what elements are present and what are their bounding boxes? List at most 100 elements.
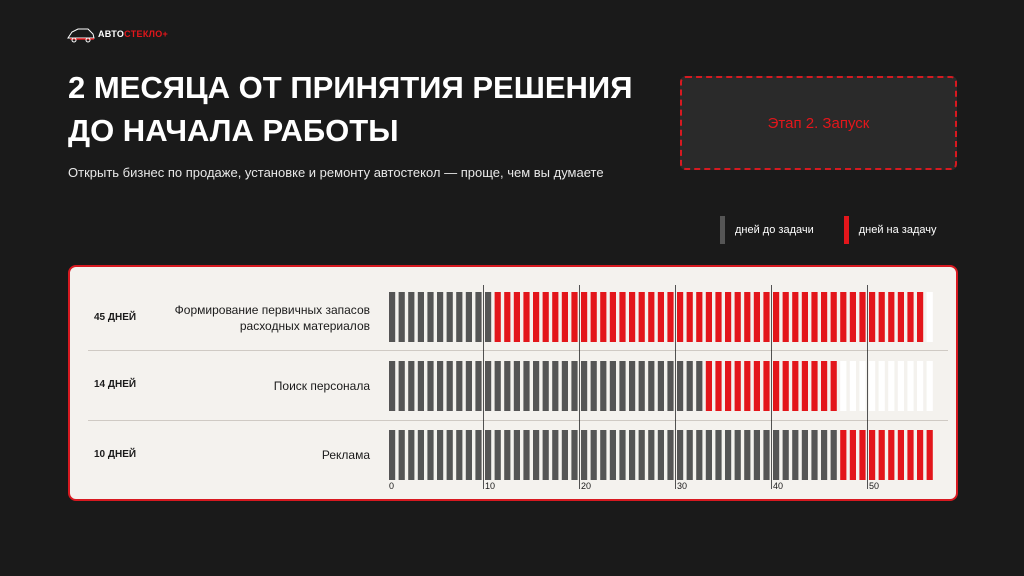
day-bar-before (600, 361, 607, 411)
day-bar-before (753, 430, 760, 480)
day-bar-before (561, 430, 568, 480)
day-bar-before (648, 361, 655, 411)
day-bar-before (523, 430, 530, 480)
day-bar-task (782, 361, 789, 411)
day-bar-after (840, 361, 847, 411)
day-bar-before (389, 361, 396, 411)
day-bar-task (888, 430, 895, 480)
timeline-card: 45 ДНЕЙ Формирование первичных запасов р… (68, 265, 958, 501)
day-bar-before (542, 361, 549, 411)
day-bar-before (705, 430, 712, 480)
day-bar-before (763, 430, 770, 480)
day-bar-task (907, 430, 914, 480)
day-bar-before (619, 361, 626, 411)
day-bar-task (801, 361, 808, 411)
day-bar-task (725, 361, 732, 411)
day-bar-task (859, 292, 866, 342)
day-bar-task (638, 292, 645, 342)
day-bar-task (753, 361, 760, 411)
day-bar-before (657, 430, 664, 480)
day-bar-before (389, 292, 396, 342)
day-bar-before (427, 292, 434, 342)
day-bar-task (533, 292, 540, 342)
day-bar-before (437, 361, 444, 411)
day-bar-task (917, 430, 924, 480)
tick-label: 40 (773, 481, 783, 491)
day-bar-task (849, 430, 856, 480)
row-separator (88, 420, 948, 421)
day-bar-before (465, 430, 472, 480)
day-bar-task (869, 430, 876, 480)
legend-swatch-before (720, 216, 725, 244)
day-bar-task (897, 430, 904, 480)
day-bar-task (581, 292, 588, 342)
day-bar-before (513, 361, 520, 411)
day-bar-before (485, 361, 492, 411)
day-bar-task (840, 430, 847, 480)
day-bar-task (878, 292, 885, 342)
day-bar-before (734, 430, 741, 480)
day-bar-task (859, 430, 866, 480)
day-bar-before (696, 430, 703, 480)
day-bar-after (859, 361, 866, 411)
legend-label-task: дней на задачу (858, 224, 937, 236)
day-bar-before (792, 430, 799, 480)
day-bar-after (897, 361, 904, 411)
legend-swatch-task (843, 216, 849, 244)
day-bar-before (427, 430, 434, 480)
day-bar-before (398, 361, 405, 411)
day-bar-after (926, 292, 933, 342)
day-bar-before (677, 430, 684, 480)
day-bar-task (792, 292, 799, 342)
day-bar-before (782, 430, 789, 480)
timeline-chart: 0 10 20 30 40 50 (389, 285, 933, 491)
day-bar-after (888, 361, 895, 411)
row-days-3: 10 ДНЕЙ (94, 449, 137, 460)
day-bar-task (821, 361, 828, 411)
day-bar-task (917, 292, 924, 342)
day-bar-task (705, 292, 712, 342)
page-title: 2 МЕСЯЦА ОТ ПРИНЯТИЯ РЕШЕНИЯ ДО НАЧАЛА Р… (68, 70, 633, 148)
day-bar-before (485, 430, 492, 480)
day-bar-before (437, 430, 444, 480)
day-bar-after (878, 361, 885, 411)
day-bar-before (696, 361, 703, 411)
day-bar-task (782, 292, 789, 342)
day-bar-task (897, 292, 904, 342)
day-bar-task (667, 292, 674, 342)
day-bar-before (408, 361, 415, 411)
row-task-3: Реклама (321, 448, 370, 462)
day-bar-before (811, 430, 818, 480)
day-bar-before (475, 430, 482, 480)
stage-box: Этап 2. Запуск (680, 76, 957, 170)
day-bar-task (609, 292, 616, 342)
day-bar-task (677, 292, 684, 342)
day-bar-before (456, 292, 463, 342)
day-bar-before (408, 292, 415, 342)
day-bar-task (734, 292, 741, 342)
day-bar-after (869, 361, 876, 411)
day-bar-before (398, 430, 405, 480)
day-bar-before (542, 430, 549, 480)
day-bar-before (590, 430, 597, 480)
day-bar-task (840, 292, 847, 342)
day-bar-task (878, 430, 885, 480)
row-task-1: Формирование первичных запасов расходных… (174, 303, 370, 333)
day-bar-task (494, 292, 501, 342)
day-bar-task (763, 361, 770, 411)
day-bar-before (581, 430, 588, 480)
day-bar-before (801, 430, 808, 480)
day-bar-before (417, 430, 424, 480)
legend-label-before: дней до задачи (735, 224, 814, 236)
day-bar-task (686, 292, 693, 342)
day-bar-before (677, 361, 684, 411)
day-bar-before (389, 430, 396, 480)
day-bar-before (638, 430, 645, 480)
day-bar-task (504, 292, 511, 342)
day-bar-before (619, 430, 626, 480)
day-bar-before (456, 361, 463, 411)
day-bar-task (926, 430, 933, 480)
day-bar-before (629, 430, 636, 480)
day-bar-task (753, 292, 760, 342)
day-bar-task (773, 361, 780, 411)
